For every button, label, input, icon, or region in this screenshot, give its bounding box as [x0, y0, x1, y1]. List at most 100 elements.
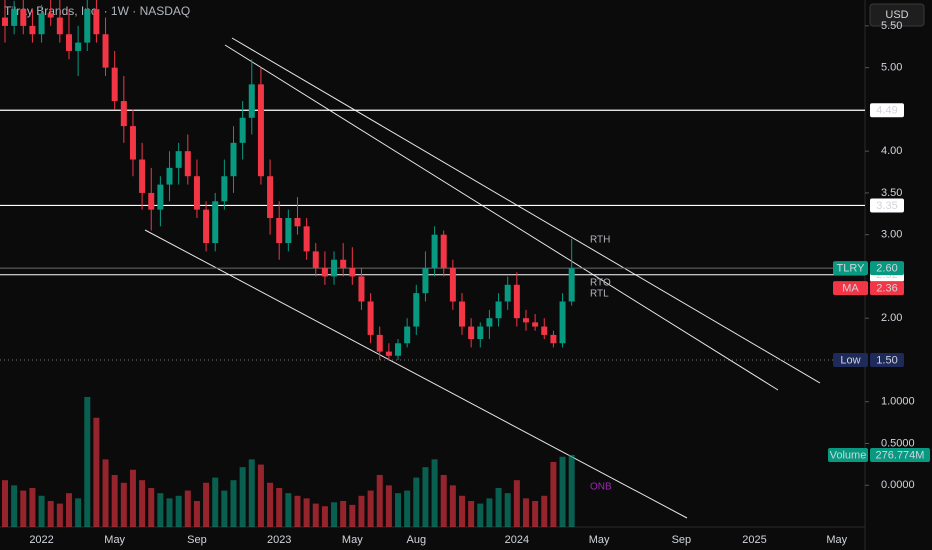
- candle-body: [431, 234, 438, 269]
- volume-bar: [75, 498, 82, 527]
- volume-bar: [184, 490, 191, 527]
- candle-body: [203, 209, 210, 244]
- volume-bar: [321, 506, 328, 527]
- y-tick-label: 4.00: [881, 145, 902, 157]
- volume-bar: [267, 482, 274, 527]
- annotation: RTO: [590, 278, 611, 289]
- price-label: 3.35: [876, 200, 897, 212]
- candle-body: [312, 251, 319, 269]
- x-tick-label: 2022: [29, 534, 53, 546]
- volume-bar: [395, 493, 402, 527]
- volume-name-box: [828, 448, 868, 463]
- volume-bar: [38, 495, 45, 527]
- x-tick-label: 2023: [267, 534, 291, 546]
- volume-bar: [203, 482, 210, 527]
- candle-body: [303, 226, 310, 252]
- x-tick-label: May: [589, 534, 610, 546]
- x-tick-label: May: [342, 534, 363, 546]
- candle-body: [422, 268, 429, 294]
- candle-body: [376, 334, 383, 352]
- candle-body: [522, 318, 529, 323]
- candle-body: [340, 259, 347, 269]
- candle-body: [38, 13, 45, 35]
- price-label: 1.50: [876, 354, 897, 366]
- candle-body: [120, 101, 127, 127]
- y-tick-label: 5.50: [881, 20, 902, 32]
- y-tick-label: 5.00: [881, 62, 902, 74]
- volume-bar: [56, 503, 63, 527]
- candle-body: [513, 284, 520, 319]
- volume-bar: [349, 504, 356, 527]
- candle-body: [449, 268, 456, 302]
- candle-body: [157, 184, 164, 210]
- currency-label[interactable]: USD: [885, 9, 908, 21]
- price-label: 2.36: [876, 283, 897, 295]
- candle-body: [385, 351, 392, 356]
- volume-bar: [532, 500, 539, 527]
- volume-bar: [47, 500, 54, 527]
- volume-bar: [376, 474, 383, 527]
- volume-bar: [541, 495, 548, 527]
- candle-body: [166, 167, 173, 185]
- y-tick-label: 0.0000: [881, 479, 915, 491]
- volume-bars: [2, 396, 575, 527]
- candle-body: [331, 259, 338, 277]
- volume-bar: [522, 498, 529, 527]
- x-tick-label: Sep: [187, 534, 207, 546]
- candle-body: [139, 159, 146, 193]
- y-tick-label: 3.00: [881, 229, 902, 241]
- candle-body: [358, 276, 365, 302]
- candle-body: [395, 343, 402, 356]
- candle-body: [111, 67, 118, 102]
- candle-body: [440, 234, 447, 269]
- volume-bar: [358, 495, 365, 527]
- candle-body: [321, 268, 328, 277]
- price-label-box: [870, 198, 904, 213]
- price-name: TLRY: [837, 262, 866, 274]
- price-label: 4.49: [876, 105, 897, 117]
- volume-bar: [111, 474, 118, 527]
- candle-body: [477, 326, 484, 340]
- volume-bar: [449, 485, 456, 527]
- volume-name: Volume: [830, 449, 867, 461]
- candle-body: [468, 326, 475, 340]
- candle-body: [257, 84, 264, 177]
- currency-button[interactable]: [869, 3, 925, 27]
- volume-bar: [29, 487, 36, 527]
- candle-body: [2, 17, 8, 26]
- volume-bar: [413, 477, 420, 527]
- candle-body: [11, 9, 18, 26]
- volume-bar: [193, 500, 200, 527]
- candle-body: [248, 84, 255, 118]
- candle-body: [148, 192, 155, 210]
- price-label: 2.60: [876, 262, 897, 274]
- volume-bar: [20, 490, 27, 527]
- x-tick-label: 2024: [505, 534, 529, 546]
- volume-bar: [568, 455, 575, 527]
- candle-body: [486, 318, 493, 327]
- volume-bar: [513, 480, 520, 527]
- trendline: [231, 37, 821, 384]
- volume-bar: [285, 493, 292, 527]
- trendline: [224, 44, 779, 391]
- candle-body: [212, 201, 219, 244]
- candle-body: [93, 9, 100, 35]
- candle-body: [404, 326, 411, 344]
- volume-label: 276.774M: [876, 449, 925, 461]
- x-tick-label: 2025: [742, 534, 766, 546]
- annotation: RTL: [590, 289, 609, 300]
- candle-body: [559, 301, 566, 344]
- volume-bar: [157, 493, 164, 527]
- x-tick-label: Sep: [672, 534, 692, 546]
- volume-bar: [486, 498, 493, 527]
- candle-body: [550, 334, 557, 344]
- candle-body: [504, 284, 511, 302]
- candle-body: [75, 42, 82, 51]
- volume-bar: [148, 487, 155, 527]
- volume-bar: [431, 459, 438, 527]
- volume-bar: [294, 495, 301, 527]
- volume-bar: [212, 477, 219, 527]
- price-name-box: [833, 281, 868, 296]
